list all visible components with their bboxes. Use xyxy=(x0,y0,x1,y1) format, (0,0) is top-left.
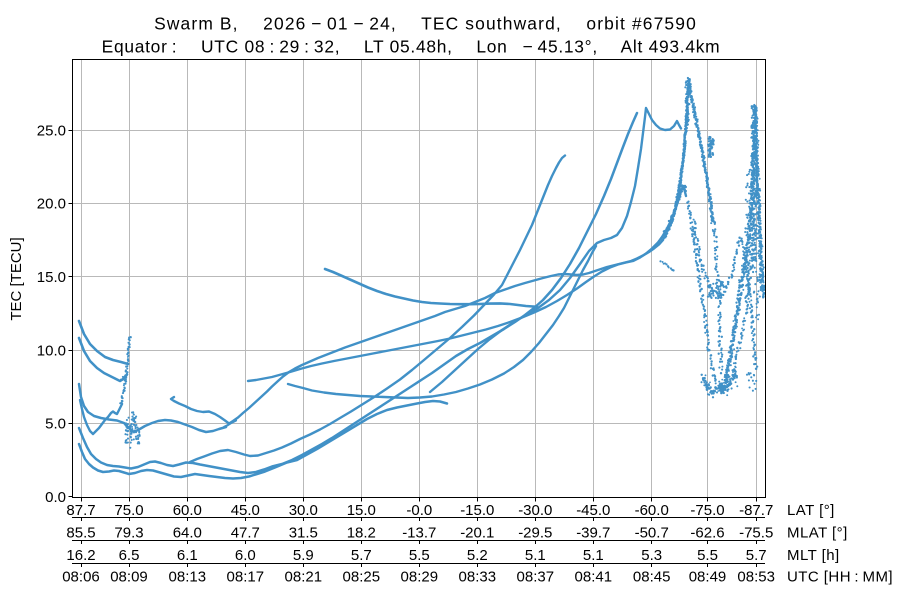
svg-text:08:45: 08:45 xyxy=(633,568,671,585)
svg-text:-39.7: -39.7 xyxy=(576,525,610,542)
svg-text:5.9: 5.9 xyxy=(293,547,314,564)
svg-text:20.0: 20.0 xyxy=(37,196,66,213)
svg-text:-75.0: -75.0 xyxy=(690,502,724,519)
svg-text:08:49: 08:49 xyxy=(689,568,727,585)
svg-text:47.7: 47.7 xyxy=(231,525,260,542)
svg-text:87.7: 87.7 xyxy=(66,502,95,519)
svg-text:MLT [h]: MLT [h] xyxy=(787,547,840,564)
svg-text:08:13: 08:13 xyxy=(169,568,207,585)
svg-text:75.0: 75.0 xyxy=(114,502,143,519)
svg-text:08:17: 08:17 xyxy=(227,568,265,585)
svg-text:5.5: 5.5 xyxy=(697,547,718,564)
svg-text:-50.7: -50.7 xyxy=(635,525,669,542)
svg-text:08:29: 08:29 xyxy=(401,568,439,585)
svg-text:5.0: 5.0 xyxy=(45,416,66,433)
svg-text:TEC [TECU]: TEC [TECU] xyxy=(8,237,25,320)
svg-text:-30.0: -30.0 xyxy=(518,502,552,519)
svg-text:60.0: 60.0 xyxy=(173,502,202,519)
svg-text:MLAT [°]: MLAT [°] xyxy=(787,525,848,542)
svg-text:5.5: 5.5 xyxy=(409,547,430,564)
svg-text:15.0: 15.0 xyxy=(37,269,66,286)
svg-text:0.0: 0.0 xyxy=(45,489,66,506)
svg-text:-20.1: -20.1 xyxy=(460,525,494,542)
svg-text:5.7: 5.7 xyxy=(746,547,767,564)
svg-text:18.2: 18.2 xyxy=(347,525,376,542)
svg-text:5.1: 5.1 xyxy=(525,547,546,564)
svg-text:-15.0: -15.0 xyxy=(460,502,494,519)
svg-text:-87.7: -87.7 xyxy=(739,502,773,519)
svg-text:5.1: 5.1 xyxy=(583,547,604,564)
svg-text:08:06: 08:06 xyxy=(62,568,100,585)
svg-text:64.0: 64.0 xyxy=(173,525,202,542)
svg-text:25.0: 25.0 xyxy=(37,122,66,139)
svg-text:-45.0: -45.0 xyxy=(576,502,610,519)
svg-text:6.1: 6.1 xyxy=(177,547,198,564)
svg-text:LAT [°]: LAT [°] xyxy=(787,502,835,519)
svg-text:10.0: 10.0 xyxy=(37,342,66,359)
svg-text:08:37: 08:37 xyxy=(517,568,555,585)
svg-text:-0.0: -0.0 xyxy=(406,502,432,519)
svg-text:45.0: 45.0 xyxy=(231,502,260,519)
svg-text:Equator : UTC 08 : 29 : 32,: Equator : UTC 08 : 29 : 32, LT 05.48h, L… xyxy=(102,36,721,56)
svg-text:6.5: 6.5 xyxy=(119,547,140,564)
svg-text:85.5: 85.5 xyxy=(66,525,95,542)
svg-text:79.3: 79.3 xyxy=(114,525,143,542)
svg-text:-62.6: -62.6 xyxy=(690,525,724,542)
svg-text:08:53: 08:53 xyxy=(737,568,775,585)
svg-text:-75.5: -75.5 xyxy=(739,525,773,542)
svg-text:08:09: 08:09 xyxy=(110,568,148,585)
svg-text:16.2: 16.2 xyxy=(66,547,95,564)
svg-text:30.0: 30.0 xyxy=(289,502,318,519)
svg-text:-60.0: -60.0 xyxy=(635,502,669,519)
svg-text:UTC [HH : MM]: UTC [HH : MM] xyxy=(787,568,893,585)
svg-text:Swarm B, 2026 − 01 − 24, TEC: Swarm B, 2026 − 01 − 24, TEC southward, … xyxy=(154,14,697,34)
svg-text:08:25: 08:25 xyxy=(343,568,381,585)
svg-text:08:41: 08:41 xyxy=(575,568,613,585)
svg-text:08:33: 08:33 xyxy=(459,568,497,585)
svg-text:31.5: 31.5 xyxy=(289,525,318,542)
svg-text:15.0: 15.0 xyxy=(347,502,376,519)
svg-text:5.2: 5.2 xyxy=(467,547,488,564)
svg-text:-13.7: -13.7 xyxy=(402,525,436,542)
svg-text:5.7: 5.7 xyxy=(351,547,372,564)
svg-text:5.3: 5.3 xyxy=(641,547,662,564)
svg-text:-29.5: -29.5 xyxy=(518,525,552,542)
svg-text:6.0: 6.0 xyxy=(235,547,256,564)
svg-text:08:21: 08:21 xyxy=(285,568,323,585)
